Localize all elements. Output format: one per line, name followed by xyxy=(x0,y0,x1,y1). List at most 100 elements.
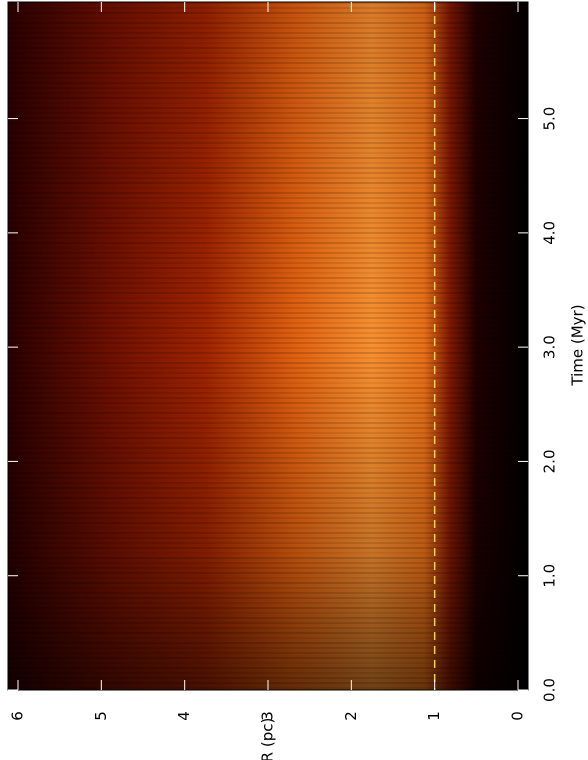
heatmap-streak xyxy=(8,152,528,154)
heatmap-streak xyxy=(8,662,528,664)
heatmap-streak xyxy=(8,552,528,554)
heatmap-streak xyxy=(8,412,528,414)
heatmap-streak xyxy=(8,227,528,229)
heatmap-streak xyxy=(8,442,528,444)
heatmap-streak xyxy=(8,97,528,99)
heatmap-streak xyxy=(8,417,528,419)
heatmap-streak xyxy=(8,507,528,509)
heatmap-streak xyxy=(8,127,528,129)
heatmap-streak xyxy=(8,422,528,424)
heatmap-streak xyxy=(8,212,528,214)
heatmap-streak xyxy=(8,87,528,89)
heatmap-streak xyxy=(8,427,528,429)
heatmap-streak xyxy=(8,147,528,149)
heatmap-streak xyxy=(8,17,528,19)
heatmap-streak xyxy=(8,452,528,454)
y-tick-label: 6 xyxy=(9,711,27,721)
y-axis-label: R (pc) xyxy=(259,718,277,760)
x-tick-label: 1.0 xyxy=(541,564,559,588)
heatmap-streak xyxy=(8,342,528,344)
heatmap-streak xyxy=(8,202,528,204)
heatmap-streak xyxy=(8,217,528,219)
heatmap-streak xyxy=(8,292,528,294)
heatmap-streak xyxy=(8,592,528,594)
heatmap-streak xyxy=(8,307,528,309)
heatmap-streak xyxy=(8,352,528,354)
heatmap-streak xyxy=(8,652,528,654)
heatmap-streak xyxy=(8,467,528,469)
heatmap-streak xyxy=(8,122,528,124)
heatmap-streak xyxy=(8,647,528,649)
heatmap-streak xyxy=(8,372,528,374)
heatmap-streak xyxy=(8,222,528,224)
heatmap-streak xyxy=(8,627,528,629)
heatmap-streak xyxy=(8,57,528,59)
heatmap-streak xyxy=(8,82,528,84)
heatmap-streak xyxy=(8,177,528,179)
x-tick-label: 3.0 xyxy=(541,335,559,359)
heatmap-streak xyxy=(8,117,528,119)
heatmap-streak xyxy=(8,517,528,519)
heatmap-shade xyxy=(8,2,528,690)
heatmap-streak xyxy=(8,567,528,569)
heatmap-streak xyxy=(8,587,528,589)
x-tick-label: 5.0 xyxy=(541,107,559,131)
heatmap-streak xyxy=(8,612,528,614)
heatmap-streak xyxy=(8,192,528,194)
heatmap-streak xyxy=(8,437,528,439)
heatmap-streak xyxy=(8,632,528,634)
heatmap-streak xyxy=(8,102,528,104)
heatmap-streak xyxy=(8,37,528,39)
heatmap-streak xyxy=(8,262,528,264)
heatmap-streak xyxy=(8,167,528,169)
heatmap-streak xyxy=(8,187,528,189)
heatmap-streak xyxy=(8,327,528,329)
heatmap-streak xyxy=(8,547,528,549)
heatmap-streak xyxy=(8,462,528,464)
heatmap-streak xyxy=(8,532,528,534)
heatmap-streak xyxy=(8,402,528,404)
heatmap-streak xyxy=(8,397,528,399)
heatmap-streak xyxy=(8,42,528,44)
heatmap-streak xyxy=(8,362,528,364)
heatmap-streak xyxy=(8,582,528,584)
heatmap-streak xyxy=(8,637,528,639)
heatmap-streak xyxy=(8,357,528,359)
heatmap-streak xyxy=(8,302,528,304)
heatmap-streak xyxy=(8,447,528,449)
y-tick-label: 5 xyxy=(92,711,110,721)
heatmap-streak xyxy=(8,162,528,164)
y-tick-label: 4 xyxy=(175,711,193,721)
heatmap-streak xyxy=(8,407,528,409)
heatmap-streak xyxy=(8,512,528,514)
heatmap-streak xyxy=(8,577,528,579)
heatmap-streak xyxy=(8,522,528,524)
heatmap-streak xyxy=(8,112,528,114)
heatmap-streak xyxy=(8,72,528,74)
y-tick-label: 2 xyxy=(342,711,360,721)
heatmap-streak xyxy=(8,207,528,209)
heatmap-streak xyxy=(8,542,528,544)
heatmap-streak xyxy=(8,622,528,624)
x-axis-label: Time (Myr) xyxy=(569,304,587,386)
heatmap-streak xyxy=(8,597,528,599)
heatmap-streak xyxy=(8,502,528,504)
heatmap-streak xyxy=(8,642,528,644)
heatmap-streak xyxy=(8,562,528,564)
y-tick-label: 0 xyxy=(509,711,527,721)
heatmap-streak xyxy=(8,322,528,324)
heatmap-streak xyxy=(8,182,528,184)
heatmap-streak xyxy=(8,107,528,109)
heatmap-streak xyxy=(8,252,528,254)
heatmap-streak xyxy=(8,312,528,314)
heatmap-streak xyxy=(8,267,528,269)
heatmap-streak xyxy=(8,537,528,539)
heatmap-streak xyxy=(8,77,528,79)
heatmap-streak xyxy=(8,347,528,349)
heatmap-streak xyxy=(8,132,528,134)
heatmap-streak xyxy=(8,242,528,244)
heatmap-streak xyxy=(8,32,528,34)
heatmap-streak xyxy=(8,62,528,64)
heatmap-streak xyxy=(8,472,528,474)
